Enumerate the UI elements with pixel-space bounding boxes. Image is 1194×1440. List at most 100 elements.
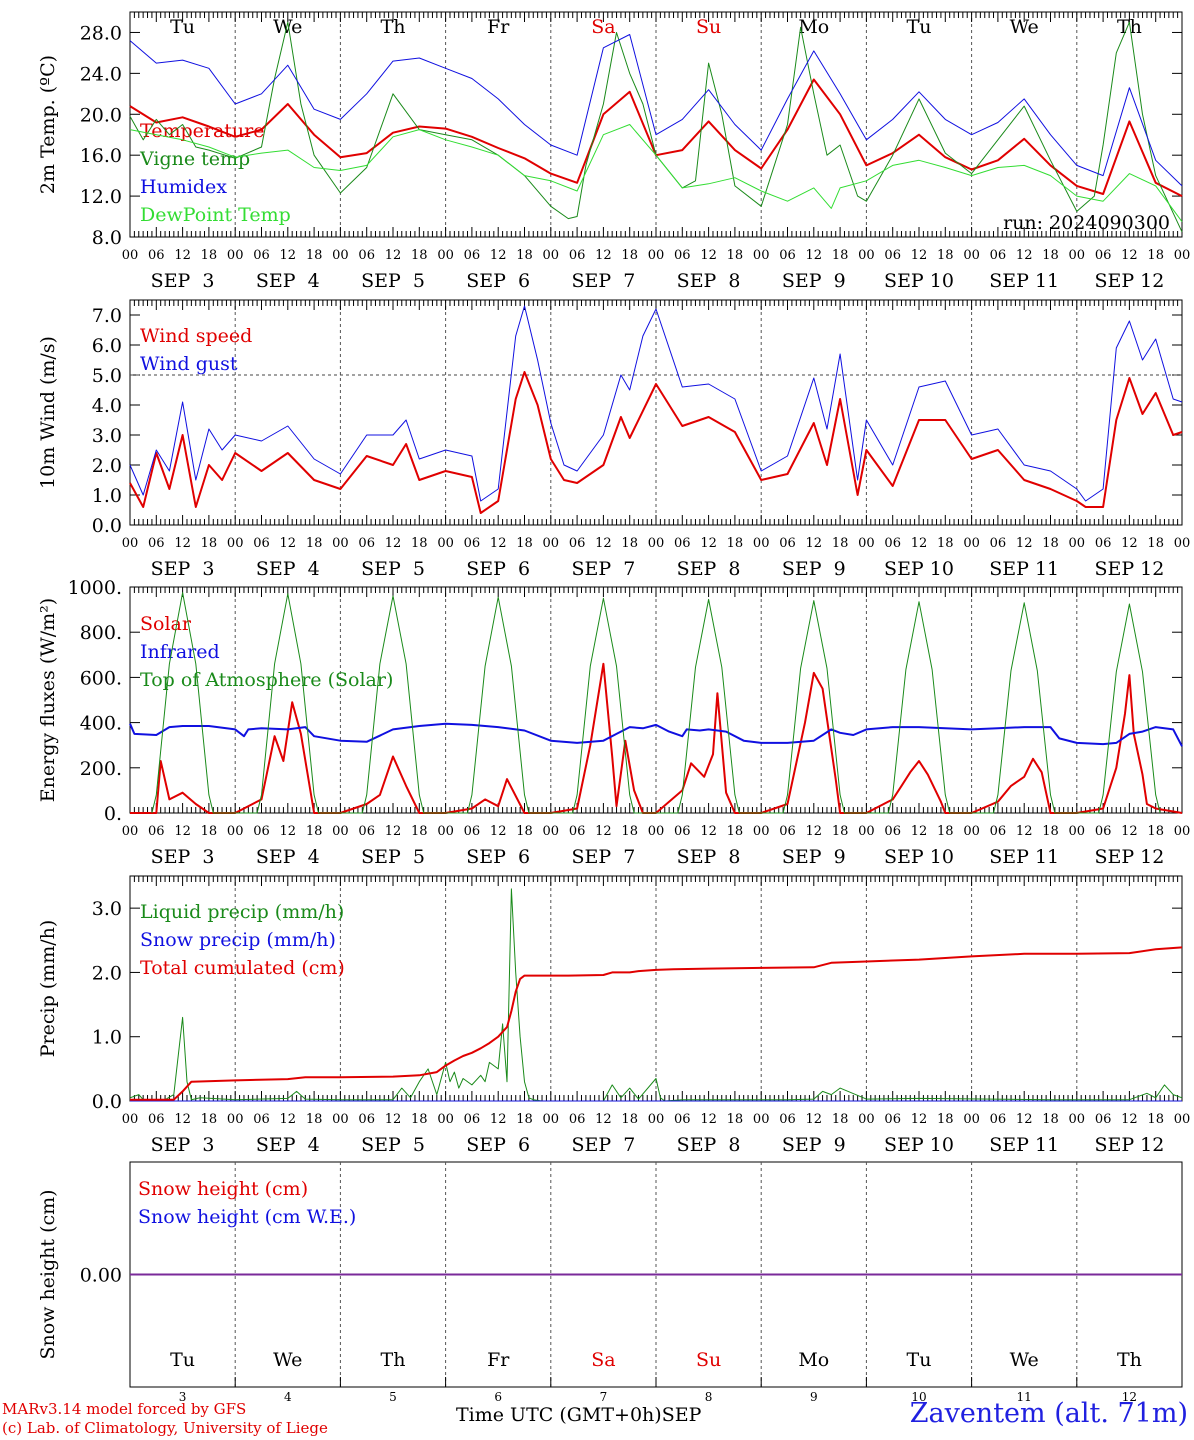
date-label: SEP 9 <box>782 1134 846 1156</box>
day-number: 12 <box>1122 1390 1137 1404</box>
hour-label: 12 <box>385 248 402 263</box>
date-label: SEP 8 <box>677 846 741 868</box>
hour-label: 06 <box>464 248 481 263</box>
hour-label: 06 <box>358 1112 375 1127</box>
date-label: SEP 7 <box>571 1134 635 1156</box>
hour-label: 12 <box>911 1112 928 1127</box>
hour-label: 00 <box>543 1112 560 1127</box>
hour-label: 12 <box>806 536 823 551</box>
hour-label: 18 <box>727 536 744 551</box>
hour-label: 12 <box>1016 248 1033 263</box>
hour-label: 12 <box>490 824 507 839</box>
hour-label: 06 <box>990 248 1007 263</box>
hour-label: 06 <box>884 1112 901 1127</box>
hour-label: 00 <box>1174 248 1191 263</box>
hour-label: 06 <box>779 248 796 263</box>
legend-label: Snow height (cm W.E.) <box>138 1206 356 1228</box>
credit-line-model: MARv3.14 model forced by GFS <box>2 1400 247 1418</box>
y-tick-label: 28.0 <box>80 22 122 44</box>
y-tick-label: 200. <box>80 758 122 780</box>
hour-label: 12 <box>806 248 823 263</box>
date-label: SEP 3 <box>151 846 215 868</box>
hour-label: 12 <box>595 536 612 551</box>
run-label: run: 2024090300 <box>1003 212 1170 234</box>
day-name: Tu <box>907 1349 932 1371</box>
hour-label: 00 <box>1069 824 1086 839</box>
hour-label: 18 <box>832 1112 849 1127</box>
date-label: SEP 12 <box>1094 846 1164 868</box>
hour-label: 00 <box>753 536 770 551</box>
y-tick-label: 4.0 <box>92 395 122 417</box>
hour-label: 12 <box>700 824 717 839</box>
y-tick-label: 8.0 <box>92 227 122 249</box>
hour-label: 00 <box>963 248 980 263</box>
hour-label: 18 <box>516 248 533 263</box>
series-line-vigne-temp <box>129 21 1183 233</box>
date-label: SEP 11 <box>989 1134 1059 1156</box>
hour-label: 00 <box>227 824 244 839</box>
hour-label: 06 <box>779 1112 796 1127</box>
hour-label: 12 <box>1121 248 1138 263</box>
day-name: Fr <box>487 1349 510 1371</box>
hour-label: 18 <box>306 824 323 839</box>
hour-label: 12 <box>911 248 928 263</box>
panel-precip: 0.0 1.0 2.0 3.0 Precip (mm/h) Liquid precip (… <box>37 875 1190 1156</box>
day-name: Su <box>696 16 721 38</box>
hour-label: 12 <box>806 1112 823 1127</box>
hour-label: 12 <box>700 248 717 263</box>
hour-label: 18 <box>1042 536 1059 551</box>
hour-label: 06 <box>990 824 1007 839</box>
date-label: SEP 6 <box>466 1134 530 1156</box>
day-name: Tu <box>170 1349 195 1371</box>
hour-label: 18 <box>937 248 954 263</box>
hour-label: 06 <box>674 248 691 263</box>
legend-label: Solar <box>140 613 192 635</box>
hour-label: 18 <box>621 536 638 551</box>
hour-label: 18 <box>1147 824 1164 839</box>
hour-label: 12 <box>1016 824 1033 839</box>
y-tick-label: 16.0 <box>80 145 122 167</box>
hour-label: 00 <box>437 824 454 839</box>
hour-label: 00 <box>858 248 875 263</box>
series-line-solar <box>130 662 1183 814</box>
day-name: Mo <box>798 1349 829 1371</box>
hour-label: 18 <box>727 824 744 839</box>
hour-label: 06 <box>464 536 481 551</box>
hour-label: 06 <box>148 536 165 551</box>
day-number: 11 <box>1017 1390 1032 1404</box>
hour-label: 18 <box>306 536 323 551</box>
hour-label: 18 <box>1147 1112 1164 1127</box>
hour-label: 12 <box>174 1112 191 1127</box>
day-number: 3 <box>179 1390 187 1404</box>
hour-label: 12 <box>490 248 507 263</box>
hour-label: 00 <box>1174 536 1191 551</box>
hour-label: 06 <box>779 824 796 839</box>
legend-label: Humidex <box>140 176 227 198</box>
y-tick-label: 1.0 <box>92 1027 122 1049</box>
hour-label: 12 <box>174 248 191 263</box>
hour-label: 18 <box>306 248 323 263</box>
hour-label: 06 <box>990 1112 1007 1127</box>
day-name: We <box>1010 1349 1039 1371</box>
hour-label: 06 <box>1095 536 1112 551</box>
series-line-infrared <box>129 722 1183 747</box>
day-name: Mo <box>798 16 829 38</box>
hour-label: 12 <box>280 824 297 839</box>
y-axis-label: Precip (mm/h) <box>37 920 59 1058</box>
hour-label: 00 <box>332 248 349 263</box>
hour-label: 18 <box>411 536 428 551</box>
hour-label: 00 <box>227 248 244 263</box>
day-name: Su <box>696 1349 721 1371</box>
legend-label: Snow height (cm) <box>138 1178 308 1200</box>
hour-label: 12 <box>700 1112 717 1127</box>
legend-label: Snow precip (mm/h) <box>140 929 336 951</box>
date-label: SEP 10 <box>884 270 954 292</box>
hour-label: 00 <box>753 1112 770 1127</box>
day-name: Th <box>1117 1349 1142 1371</box>
y-tick-label: 1.0 <box>92 485 122 507</box>
y-tick-label: 5.0 <box>92 365 122 387</box>
hour-label: 18 <box>832 824 849 839</box>
hour-label: 06 <box>569 1112 586 1127</box>
hour-label: 00 <box>858 1112 875 1127</box>
day-number: 9 <box>810 1390 818 1404</box>
